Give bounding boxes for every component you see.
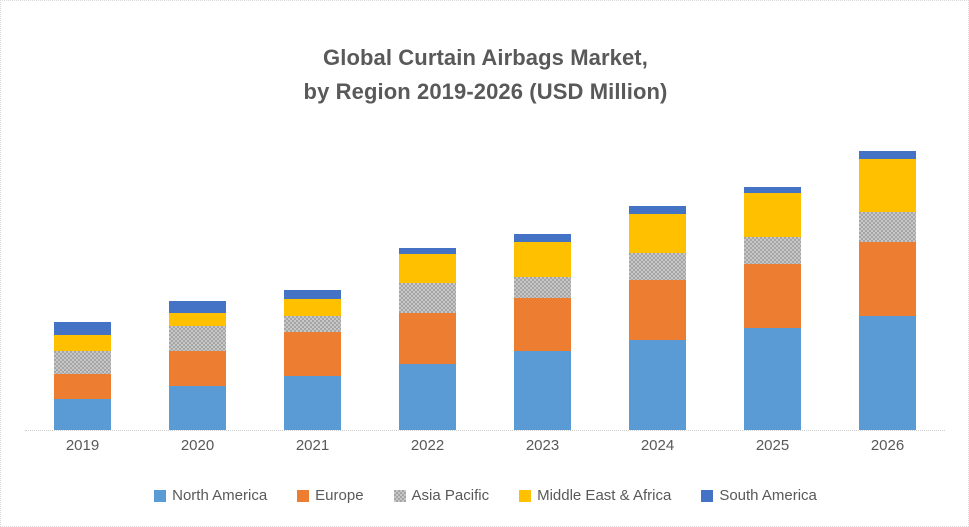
bar-segment-middle-east-africa-2025[interactable] [744, 193, 801, 237]
chart-title-line-1: Global Curtain Airbags Market, [323, 45, 648, 70]
chart-legend: North America Europe Asia Pacific Middle Ea… [1, 487, 968, 504]
bar-segment-north-america-2025[interactable] [744, 327, 801, 430]
legend-label: North America [172, 487, 268, 504]
bar-segment-asia-pacific-2023[interactable] [514, 276, 571, 298]
square-swatch-icon [393, 489, 406, 502]
chart-title: Global Curtain Airbags Market, by Region … [1, 41, 968, 109]
bar-group-2024[interactable] [629, 206, 686, 430]
bar-segment-europe-2020[interactable] [169, 351, 226, 386]
bar-segment-north-america-2020[interactable] [169, 385, 226, 430]
bar-group-2023[interactable] [514, 233, 571, 430]
legend-item-asia-pacific[interactable]: Asia Pacific [393, 487, 490, 504]
bar-group-2026[interactable] [859, 151, 916, 430]
legend-item-europe[interactable]: Europe [297, 487, 364, 504]
legend-label: Europe [315, 487, 364, 504]
bar-segment-asia-pacific-2019[interactable] [54, 351, 111, 374]
bar-group-2022[interactable] [399, 247, 456, 430]
x-tick-label-2019: 2019 [65, 437, 100, 454]
bar-segment-north-america-2024[interactable] [629, 339, 686, 430]
legend-item-north-america[interactable]: North America [154, 487, 267, 504]
x-tick-label-2025: 2025 [755, 437, 790, 454]
bar-segment-south-america-2022[interactable] [399, 247, 456, 255]
bar-segment-north-america-2021[interactable] [284, 376, 341, 430]
x-tick-label-2021: 2021 [295, 437, 330, 454]
bar-segment-north-america-2026[interactable] [859, 316, 916, 430]
bar-group-2025[interactable] [744, 186, 801, 430]
square-swatch-icon [519, 489, 532, 502]
legend-item-south-america[interactable]: South America [701, 487, 817, 504]
bar-segment-north-america-2019[interactable] [54, 399, 111, 430]
square-swatch-icon [297, 489, 310, 502]
legend-label: South America [719, 487, 817, 504]
plot-area [25, 121, 945, 431]
bar-segment-middle-east-africa-2024[interactable] [629, 213, 686, 254]
category-axis-line [25, 430, 945, 431]
bar-segment-asia-pacific-2025[interactable] [744, 236, 801, 264]
bar-segment-europe-2024[interactable] [629, 279, 686, 340]
bar-segment-south-america-2024[interactable] [629, 206, 686, 214]
bar-segment-europe-2025[interactable] [744, 263, 801, 328]
bar-segment-middle-east-africa-2023[interactable] [514, 242, 571, 277]
bar-segment-middle-east-africa-2021[interactable] [284, 298, 341, 317]
square-swatch-icon [701, 489, 714, 502]
bar-segment-europe-2023[interactable] [514, 297, 571, 352]
bar-segment-north-america-2022[interactable] [399, 364, 456, 430]
x-tick-label-2022: 2022 [410, 437, 445, 454]
bar-segment-south-america-2025[interactable] [744, 186, 801, 194]
bar-segment-europe-2021[interactable] [284, 332, 341, 377]
bar-segment-middle-east-africa-2020[interactable] [169, 312, 226, 326]
bar-group-2020[interactable] [169, 301, 226, 430]
bar-group-2021[interactable] [284, 290, 341, 430]
bar-segment-europe-2022[interactable] [399, 312, 456, 365]
bar-group-2019[interactable] [54, 322, 111, 430]
x-tick-label-2024: 2024 [640, 437, 675, 454]
legend-item-middle-east-africa[interactable]: Middle East & Africa [519, 487, 671, 504]
bar-segment-south-america-2019[interactable] [54, 322, 111, 336]
x-tick-label-2023: 2023 [525, 437, 560, 454]
x-tick-label-2026: 2026 [870, 437, 905, 454]
bar-segment-north-america-2023[interactable] [514, 351, 571, 430]
bar-segment-asia-pacific-2020[interactable] [169, 325, 226, 352]
bar-segment-asia-pacific-2026[interactable] [859, 212, 916, 243]
bar-segment-south-america-2023[interactable] [514, 233, 571, 243]
x-tick-label-2020: 2020 [180, 437, 215, 454]
bar-segment-asia-pacific-2022[interactable] [399, 282, 456, 313]
legend-label: Asia Pacific [411, 487, 490, 504]
bar-segment-middle-east-africa-2019[interactable] [54, 335, 111, 352]
bar-segment-south-america-2021[interactable] [284, 290, 341, 299]
bar-segment-south-america-2026[interactable] [859, 151, 916, 159]
legend-label: Middle East & Africa [537, 487, 672, 504]
x-axis-labels: 2019 2020 2021 2022 2023 2024 2025 2026 [25, 437, 945, 463]
bar-segment-europe-2026[interactable] [859, 242, 916, 317]
bar-segment-middle-east-africa-2022[interactable] [399, 254, 456, 283]
bar-segment-asia-pacific-2024[interactable] [629, 253, 686, 280]
bar-segment-europe-2019[interactable] [54, 373, 111, 399]
square-swatch-icon [154, 489, 167, 502]
bar-segment-middle-east-africa-2026[interactable] [859, 158, 916, 213]
bar-segment-asia-pacific-2021[interactable] [284, 316, 341, 333]
chart-title-line-2: by Region 2019-2026 (USD Million) [303, 79, 668, 104]
bar-segment-south-america-2020[interactable] [169, 301, 226, 313]
